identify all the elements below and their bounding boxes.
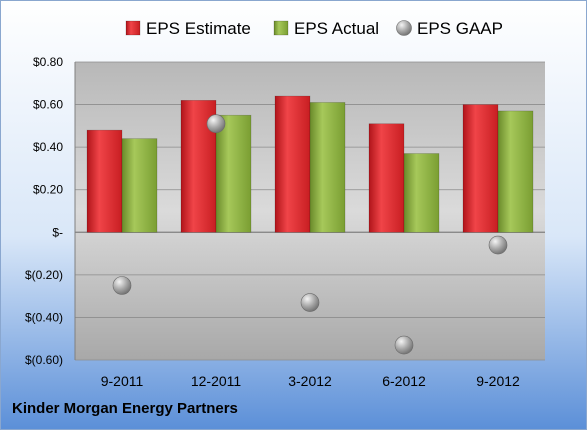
y-tick-label: $0.40	[33, 140, 63, 154]
bar-eps-actual-6-2012	[403, 153, 440, 233]
legend-marker-eps-gaap	[396, 20, 412, 36]
bar-eps-actual-9-2012	[497, 110, 534, 233]
bar-eps-estimate-3-2012	[274, 95, 311, 233]
x-category-label: 9-2011	[101, 373, 144, 389]
legend-label-eps-actual: EPS Actual	[294, 19, 379, 38]
y-tick-label: $(0.60)	[25, 353, 63, 367]
bar-eps-actual-12-2011	[215, 114, 252, 233]
x-category-label: 6-2012	[382, 373, 426, 389]
legend: EPS Estimate EPS Actual EPS GAAP	[125, 19, 503, 38]
y-tick-label: $(0.40)	[25, 310, 63, 324]
x-axis-categories: 9-2011 12-2011 3-2012 6-2012 9-2012	[101, 373, 520, 389]
bar-eps-estimate-9-2011	[86, 129, 123, 233]
point-eps-gaap-9-2011	[112, 276, 132, 295]
y-tick-label: $0.20	[33, 183, 63, 197]
y-tick-label: $0.80	[33, 55, 63, 69]
company-name: Kinder Morgan Energy Partners	[12, 400, 238, 417]
x-category-label: 9-2012	[476, 373, 520, 389]
point-eps-gaap-6-2012	[394, 335, 414, 355]
legend-marker-eps-estimate	[125, 20, 141, 36]
x-category-label: 3-2012	[288, 373, 332, 389]
point-eps-gaap-12-2011	[206, 114, 226, 134]
y-tick-label: $-	[52, 225, 63, 239]
y-axis-ticks: $0.80 $0.60 $0.40 $0.20 $- $(0.20) $(0.40) $(0.…	[25, 55, 63, 367]
gaap-points	[112, 114, 508, 355]
bar-eps-estimate-9-2012	[462, 104, 499, 233]
legend-label-eps-estimate: EPS Estimate	[146, 19, 251, 38]
y-tick-label: $(0.20)	[25, 268, 63, 282]
bar-eps-estimate-6-2012	[368, 123, 405, 233]
bar-eps-actual-9-2011	[121, 138, 158, 233]
point-eps-gaap-9-2012	[488, 235, 508, 255]
bar-eps-actual-3-2012	[309, 102, 346, 233]
y-tick-label: $0.60	[33, 98, 63, 112]
x-category-label: 12-2011	[191, 373, 242, 389]
legend-marker-eps-actual	[273, 20, 289, 36]
legend-label-eps-gaap: EPS GAAP	[417, 19, 503, 38]
bars	[86, 95, 534, 233]
point-eps-gaap-3-2012	[300, 293, 320, 312]
